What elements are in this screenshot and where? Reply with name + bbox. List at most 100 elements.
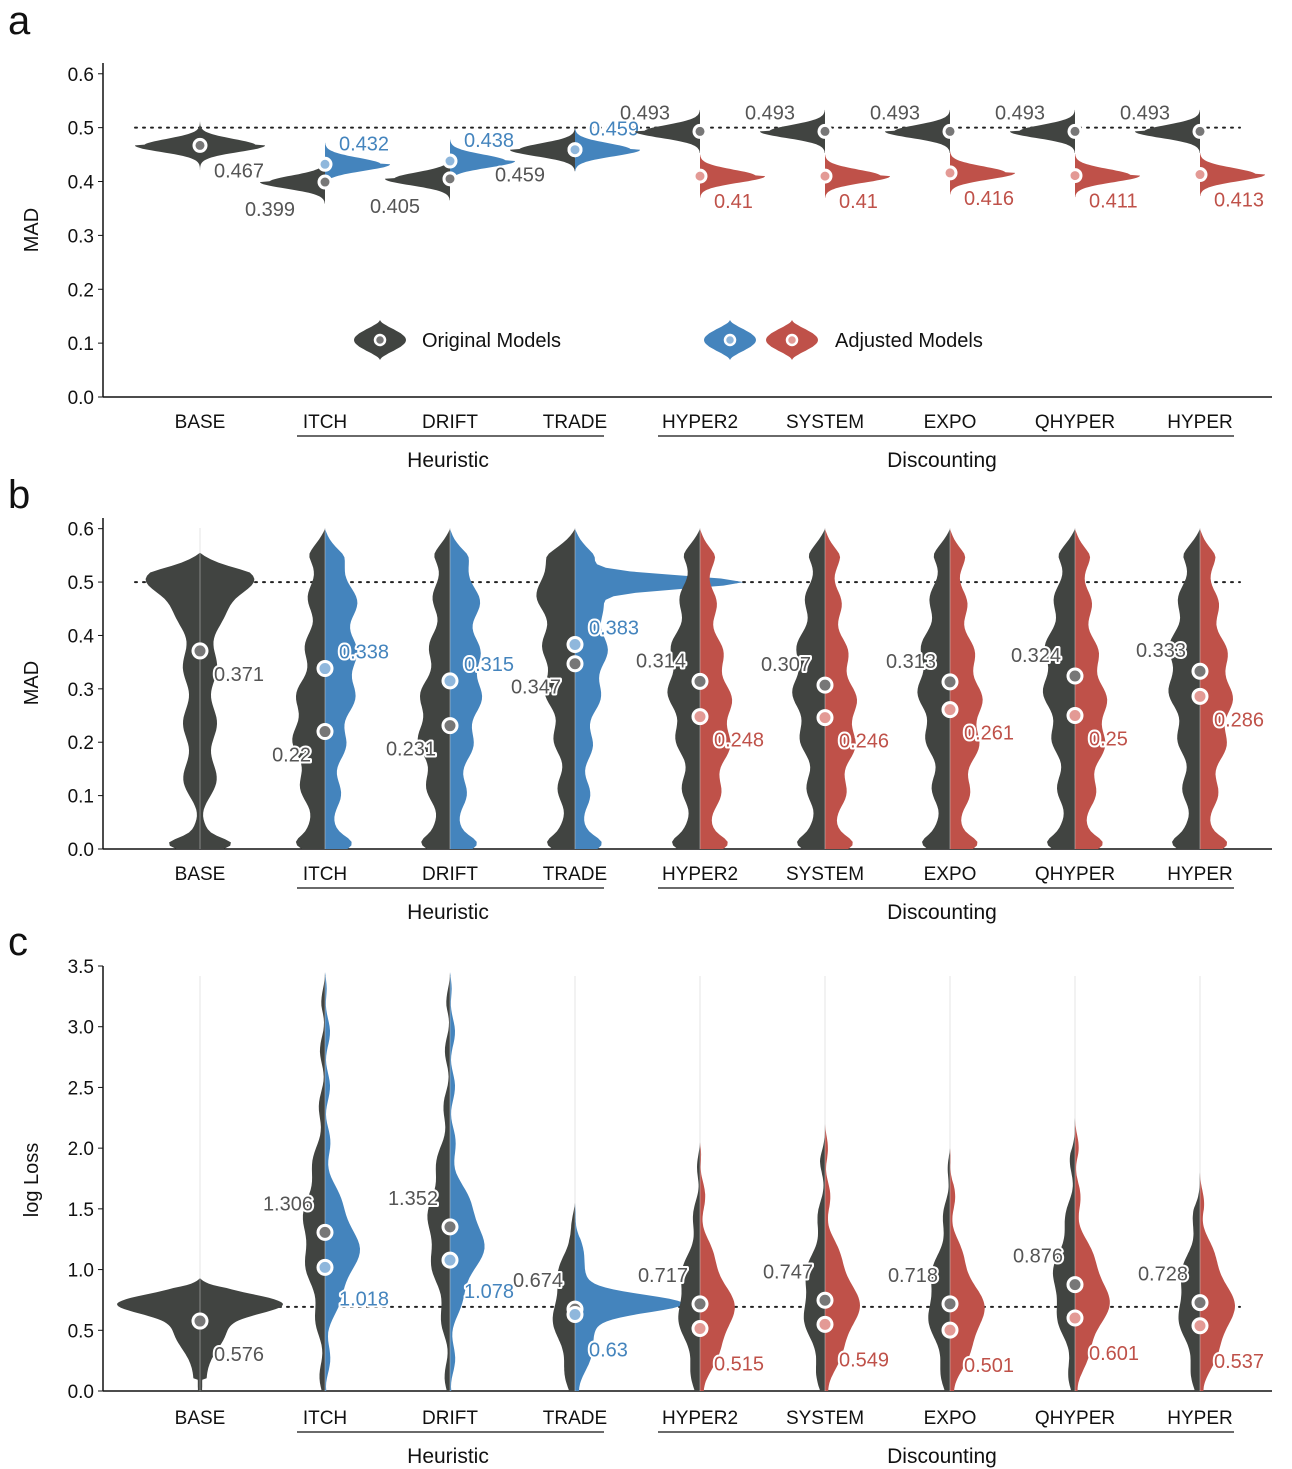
marker-original <box>441 1218 459 1236</box>
violin-right-half <box>1075 528 1108 849</box>
marker-original <box>1191 662 1209 680</box>
value-label-adjusted: 0.411 <box>1089 191 1138 213</box>
violin-left-half <box>384 157 450 201</box>
violin-left-half <box>667 528 700 849</box>
y-tick-label: 0.0 <box>68 388 94 409</box>
violin-right-half <box>1200 528 1233 849</box>
violin-left-half <box>259 160 325 204</box>
violin-drift: 0.231 0.315 <box>384 528 516 849</box>
marker-adjusted <box>1066 1309 1084 1327</box>
violin-hyper: 0.728 0.537 <box>1136 976 1266 1391</box>
y-tick-label: 1.5 <box>68 1200 94 1221</box>
marker-adjusted <box>316 660 334 678</box>
value-label-adjusted: 0.501 <box>964 1355 1014 1377</box>
violin-expo: 0.313 0.261 <box>884 528 1016 849</box>
violin-right-half <box>700 154 766 198</box>
violin-itch: 1.306 1.018 <box>261 972 391 1391</box>
violin-left-half <box>427 972 450 1391</box>
violin-right-half <box>325 972 360 1391</box>
violin-right-half <box>1200 1172 1235 1391</box>
marker-adjusted <box>817 168 833 184</box>
violin-expo: 0.718 0.501 <box>886 976 1016 1391</box>
y-tick-label: 0.2 <box>68 733 94 754</box>
violin-right-half <box>575 128 641 172</box>
y-tick-label: 0.5 <box>68 119 94 140</box>
violin-system: 0.307 0.246 <box>759 528 891 849</box>
value-label-original: 0.717 <box>638 1265 688 1287</box>
y-tick-label: 1.0 <box>68 1261 94 1282</box>
category-label: HYPER2 <box>662 864 738 885</box>
value-label-adjusted: 0.537 <box>1214 1351 1264 1373</box>
violin-right-half <box>825 1123 860 1391</box>
value-label-original: 0.399 <box>245 199 295 221</box>
marker-original <box>691 1295 709 1313</box>
value-label-original: 0.314 <box>636 650 686 672</box>
value-label-adjusted: 1.078 <box>464 1281 514 1303</box>
violin-left-half <box>1168 528 1200 849</box>
value-label-adjusted: 0.601 <box>1089 1343 1139 1365</box>
value-label-original: 0.876 <box>1013 1246 1063 1268</box>
marker-original <box>316 723 334 741</box>
y-tick-label: 0.0 <box>68 840 94 861</box>
violin-left-half <box>117 1278 200 1391</box>
y-tick-label: 0.5 <box>68 573 94 594</box>
panel-letter-c: c <box>8 920 28 964</box>
y-tick-label: 0.6 <box>68 65 94 86</box>
category-label: TRADE <box>543 864 607 885</box>
marker-adjusted <box>441 672 459 690</box>
violin-right-half <box>575 528 744 849</box>
group-label-discounting: Discounting <box>887 901 997 924</box>
legend: Original Models Adjusted Models <box>354 320 983 360</box>
violin-left-half <box>302 972 325 1391</box>
violin-base: 0.467 <box>134 121 266 184</box>
category-label: EXPO <box>924 412 977 433</box>
category-label: HYPER <box>1167 1408 1232 1429</box>
violin-right-half <box>200 1278 283 1391</box>
marker-original <box>692 123 708 139</box>
value-label-original: 0.493 <box>870 102 920 124</box>
group-label-discounting: Discounting <box>887 1445 997 1468</box>
panel-letter-b: b <box>8 473 30 517</box>
value-label-adjusted: 0.25 <box>1089 729 1128 751</box>
legend-original-right <box>380 320 406 360</box>
marker-original <box>191 642 209 660</box>
violin-system: 0.493 0.41 <box>743 100 891 215</box>
category-label: HYPER <box>1167 864 1232 885</box>
violin-itch: 0.22 0.338 <box>270 528 391 849</box>
legend-adjusted-blue-marker <box>723 333 737 347</box>
value-label-original: 0.493 <box>995 102 1045 124</box>
marker-adjusted <box>566 636 584 654</box>
legend-adjusted-red-marker <box>785 333 799 347</box>
category-label: HYPER2 <box>662 1408 738 1429</box>
y-tick-label: 2.0 <box>68 1139 94 1160</box>
violin-left-half <box>145 552 200 849</box>
violin-trade: 0.674 0.63 <box>511 976 684 1391</box>
marker-adjusted <box>816 1315 834 1333</box>
value-label-adjusted: 1.018 <box>339 1288 389 1310</box>
category-label: BASE <box>175 1408 226 1429</box>
marker-original <box>1191 1294 1209 1312</box>
violin-right-half <box>200 552 255 849</box>
value-label-adjusted: 0.338 <box>339 642 389 664</box>
violin-left-half <box>552 1202 575 1391</box>
panel-a: 0.00.10.20.30.40.50.6MAD0.467BASE0.3990.… <box>21 63 1272 472</box>
category-label: ITCH <box>303 1408 347 1429</box>
category-label: ITCH <box>303 412 347 433</box>
value-label-adjusted: 0.413 <box>1214 190 1264 212</box>
y-tick-label: 0.3 <box>68 680 94 701</box>
marker-adjusted <box>316 1258 334 1276</box>
marker-original <box>1066 1276 1084 1294</box>
marker-adjusted <box>567 142 583 158</box>
value-label-adjusted: 0.416 <box>964 188 1014 210</box>
value-label-adjusted: 0.41 <box>839 191 878 213</box>
marker-original <box>1067 123 1083 139</box>
value-label-original: 0.459 <box>495 165 545 187</box>
marker-original <box>942 123 958 139</box>
violin-left-half <box>1134 109 1200 153</box>
y-tick-label: 2.5 <box>68 1078 94 1099</box>
violin-qhyper: 0.324 0.25 <box>1009 528 1130 849</box>
violin-right-half <box>450 528 483 849</box>
marker-original <box>441 717 459 735</box>
legend-original-label: Original Models <box>422 330 561 352</box>
